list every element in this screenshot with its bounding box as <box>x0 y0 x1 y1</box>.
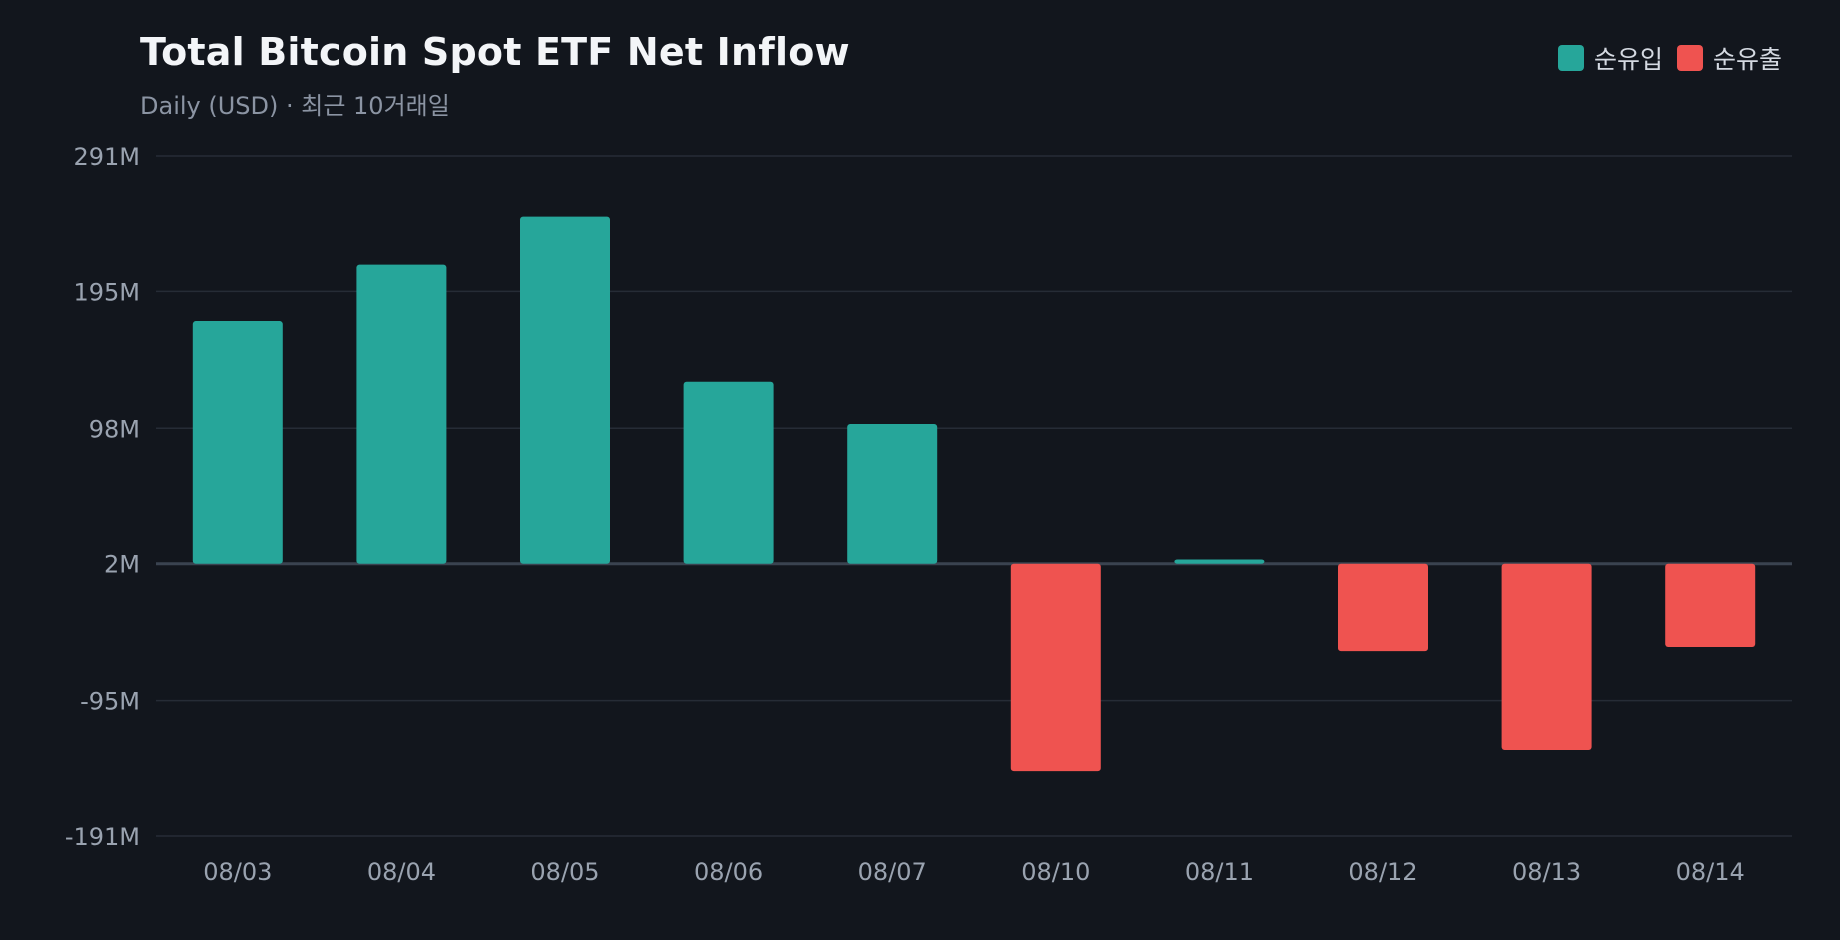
legend-item-inflow[interactable]: 순유입 <box>1557 40 1663 76</box>
chart-subtitle: Daily (USD) · 최근 10거래일 <box>140 92 450 120</box>
bar-08-03[interactable] <box>192 321 283 564</box>
chart-title: Total Bitcoin Spot ETF Net Inflow <box>140 30 850 74</box>
bar-08-04[interactable] <box>356 264 447 564</box>
x-tick-label: 08/05 <box>530 858 599 886</box>
legend-swatch-inflow <box>1557 45 1584 71</box>
bar-08-06[interactable] <box>683 381 774 564</box>
bar-08-12[interactable] <box>1338 563 1428 652</box>
legend-swatch-outflow <box>1676 45 1703 71</box>
y-tick-label: 98M <box>89 415 140 443</box>
x-tick-label: 08/10 <box>1021 858 1090 886</box>
legend-item-outflow[interactable]: 순유출 <box>1676 40 1782 76</box>
bar-08-14[interactable] <box>1665 563 1756 647</box>
legend-label-inflow: 순유입 <box>1593 45 1663 74</box>
x-tick-label: 08/14 <box>1676 858 1745 886</box>
bar-08-11[interactable] <box>1174 559 1265 564</box>
y-tick-label: -191M <box>65 823 140 851</box>
x-tick-label: 08/03 <box>203 858 272 886</box>
x-tick-label: 08/11 <box>1185 858 1254 886</box>
y-tick-label: 291M <box>73 143 140 171</box>
x-tick-label: 08/04 <box>367 858 436 886</box>
bar-08-05[interactable] <box>520 216 610 564</box>
x-tick-label: 08/06 <box>694 858 763 886</box>
bar-08-10[interactable] <box>1010 563 1101 772</box>
chart-legend: 순유입 순유출 <box>1557 40 1782 76</box>
legend-label-outflow: 순유출 <box>1712 45 1782 74</box>
y-tick-label: 195M <box>73 278 140 306</box>
bar-08-07[interactable] <box>847 424 938 564</box>
y-tick-label: -95M <box>80 688 140 716</box>
y-tick-label: 2M <box>104 551 140 579</box>
x-tick-label: 08/13 <box>1512 858 1581 886</box>
x-tick-label: 08/12 <box>1348 858 1417 886</box>
x-tick-label: 08/07 <box>858 858 927 886</box>
bar-08-13[interactable] <box>1501 563 1592 750</box>
